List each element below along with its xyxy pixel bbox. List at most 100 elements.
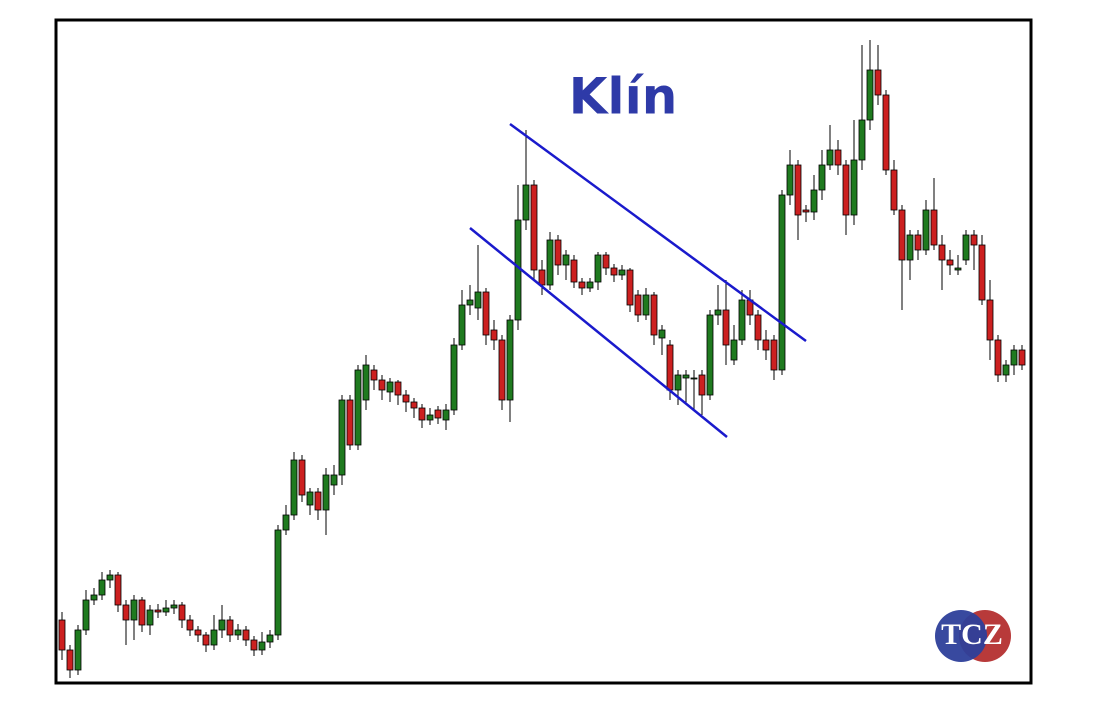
candle-body bbox=[978, 244, 986, 301]
candle-body bbox=[682, 374, 690, 379]
candle-body bbox=[546, 239, 554, 286]
candle-body bbox=[802, 209, 810, 213]
candle-body bbox=[362, 364, 370, 401]
candle-body bbox=[394, 381, 402, 396]
candle-body bbox=[602, 254, 610, 269]
candle-body bbox=[898, 209, 906, 261]
candle-body bbox=[890, 169, 898, 211]
candle-body bbox=[58, 619, 66, 651]
candle-body bbox=[858, 119, 866, 161]
candle-body bbox=[354, 369, 362, 446]
candle-body bbox=[330, 474, 338, 486]
candle-body bbox=[730, 339, 738, 361]
candle-body bbox=[930, 209, 938, 246]
wedge-lower-line bbox=[469, 227, 728, 438]
candle-body bbox=[490, 329, 498, 341]
candle-body bbox=[874, 69, 882, 96]
candle-body bbox=[586, 281, 594, 289]
candle-body bbox=[626, 269, 634, 306]
candle-body bbox=[722, 309, 730, 346]
candle-body bbox=[778, 194, 786, 371]
candle-body bbox=[178, 604, 186, 621]
candle-body bbox=[818, 164, 826, 191]
candle-body bbox=[474, 291, 482, 309]
candle-body bbox=[250, 639, 258, 651]
candle-body bbox=[1018, 349, 1026, 366]
candle-body bbox=[370, 369, 378, 381]
candle-body bbox=[618, 269, 626, 276]
candle-body bbox=[570, 259, 578, 283]
candle-body bbox=[834, 149, 842, 166]
candle-body bbox=[234, 629, 242, 636]
candle-body bbox=[634, 294, 642, 316]
candle-body bbox=[498, 339, 506, 401]
candle-body bbox=[426, 414, 434, 421]
candle-body bbox=[770, 339, 778, 371]
candle-body bbox=[530, 184, 538, 271]
candle-body bbox=[106, 574, 114, 581]
candle-body bbox=[594, 254, 602, 283]
candle-body bbox=[698, 374, 706, 396]
candle-body bbox=[418, 407, 426, 421]
candles bbox=[58, 40, 1026, 678]
candle-body bbox=[762, 339, 770, 351]
candle-body bbox=[706, 314, 714, 396]
candle-body bbox=[66, 649, 74, 671]
candle-body bbox=[1002, 364, 1010, 376]
candle-body bbox=[410, 401, 418, 409]
candle-body bbox=[170, 604, 178, 609]
candle-body bbox=[146, 609, 154, 626]
candle-body bbox=[970, 234, 978, 246]
candle-body bbox=[114, 574, 122, 606]
candle-body bbox=[882, 94, 890, 171]
candle-body bbox=[162, 607, 170, 613]
candle-body bbox=[610, 267, 618, 276]
candle-body bbox=[338, 399, 346, 476]
candle-body bbox=[186, 619, 194, 631]
candle-body bbox=[690, 377, 698, 380]
candle-body bbox=[666, 344, 674, 391]
candle-body bbox=[786, 164, 794, 196]
logo-text: TCZ bbox=[941, 618, 1003, 651]
candle-body bbox=[754, 314, 762, 341]
candle-body bbox=[130, 599, 138, 621]
candle-body bbox=[282, 514, 290, 531]
candle-body bbox=[74, 629, 82, 671]
candle-body bbox=[650, 294, 658, 336]
candle-body bbox=[98, 579, 106, 596]
candle-body bbox=[842, 164, 850, 216]
logo: TCZ bbox=[935, 610, 1011, 662]
candle-body bbox=[954, 267, 962, 271]
candle-body bbox=[210, 629, 218, 646]
candle-body bbox=[226, 619, 234, 636]
candle-body bbox=[82, 599, 90, 631]
logo-circle-blue bbox=[935, 610, 987, 662]
chart-title: Klín bbox=[569, 68, 678, 126]
candle-body bbox=[138, 599, 146, 626]
candle-body bbox=[258, 641, 266, 651]
candle-body bbox=[442, 409, 450, 421]
candle-body bbox=[218, 619, 226, 631]
candle-body bbox=[194, 629, 202, 636]
candle-body bbox=[290, 459, 298, 516]
candle-body bbox=[322, 474, 330, 511]
candle-body bbox=[306, 491, 314, 506]
candle-body bbox=[242, 629, 250, 641]
candle-body bbox=[466, 299, 474, 306]
candle-body bbox=[154, 609, 162, 613]
candle-body bbox=[274, 529, 282, 636]
candle-body bbox=[994, 339, 1002, 376]
candle-body bbox=[810, 189, 818, 213]
frame bbox=[54, 18, 1033, 685]
candle-body bbox=[122, 604, 130, 621]
candle-body bbox=[522, 184, 530, 221]
candle-body bbox=[90, 594, 98, 601]
candle-body bbox=[554, 239, 562, 266]
candle-body bbox=[658, 329, 666, 339]
candle-body bbox=[850, 159, 858, 216]
candle-body bbox=[202, 634, 210, 646]
candle-body bbox=[826, 149, 834, 166]
candle-body bbox=[402, 394, 410, 403]
candle-body bbox=[962, 234, 970, 261]
candle-body bbox=[714, 309, 722, 316]
